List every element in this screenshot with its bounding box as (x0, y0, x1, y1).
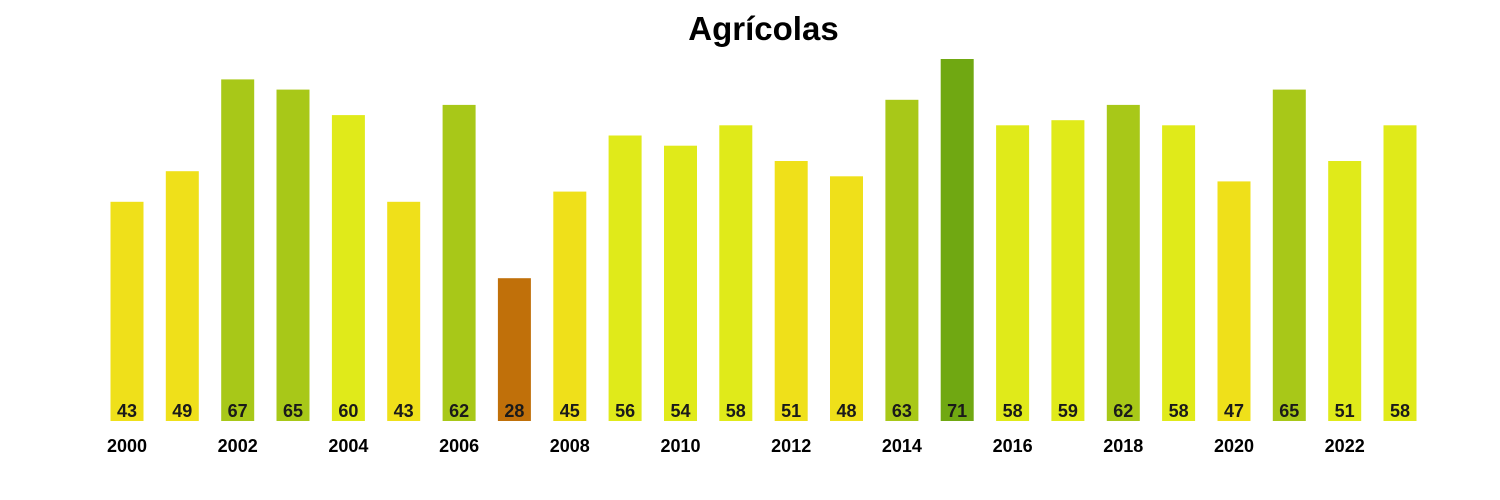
data-label-2014: 63 (892, 401, 912, 421)
data-label-2005: 43 (394, 401, 414, 421)
data-label-2002: 67 (228, 401, 248, 421)
data-label-2022: 51 (1335, 401, 1355, 421)
data-label-2011: 58 (726, 401, 746, 421)
data-label-2006: 62 (449, 401, 469, 421)
bar-2001 (165, 171, 199, 421)
data-label-2003: 65 (283, 401, 303, 421)
bar-2015 (940, 59, 974, 421)
bar-2010 (664, 145, 697, 421)
x-tick-label-2002: 2002 (218, 436, 258, 456)
bar-2023 (1383, 125, 1417, 422)
data-label-2012: 51 (781, 401, 801, 421)
bar-2005 (387, 201, 421, 421)
data-label-2015: 71 (947, 401, 967, 421)
data-label-2008: 45 (560, 401, 580, 421)
data-label-2017: 59 (1058, 401, 1078, 421)
bar-2009 (608, 135, 642, 421)
bar-2000 (110, 201, 144, 421)
bar-2004 (331, 115, 365, 421)
bar-2018 (1106, 104, 1140, 422)
x-tick-label-2008: 2008 (550, 436, 590, 456)
bar-2017 (1051, 120, 1085, 421)
bar-2011 (719, 125, 753, 422)
data-label-2023: 58 (1390, 401, 1410, 421)
bar-2020 (1217, 181, 1251, 421)
x-tick-label-2012: 2012 (771, 436, 811, 456)
bar-2019 (1162, 125, 1196, 422)
data-label-2016: 58 (1003, 401, 1023, 421)
bar-2012 (774, 161, 808, 421)
bar-2003 (276, 89, 310, 421)
x-tick-label-2010: 2010 (660, 436, 700, 456)
bar-2002 (221, 79, 255, 422)
bar-2008 (553, 191, 587, 421)
x-tick-label-2006: 2006 (439, 436, 479, 456)
data-label-2018: 62 (1113, 401, 1133, 421)
bar-2016 (996, 125, 1030, 422)
data-label-2007: 28 (504, 401, 524, 421)
data-label-2021: 65 (1279, 401, 1299, 421)
x-tick-label-2000: 2000 (107, 436, 147, 456)
x-tick-label-2014: 2014 (882, 436, 922, 456)
data-label-2004: 60 (338, 401, 358, 421)
chart-title: Agrícolas (688, 10, 839, 47)
x-tick-label-2020: 2020 (1214, 436, 1254, 456)
x-tick-label-2004: 2004 (328, 436, 368, 456)
data-label-2001: 49 (172, 401, 192, 421)
data-label-2020: 47 (1224, 401, 1244, 421)
bar-2013 (830, 176, 863, 421)
data-label-2013: 48 (836, 401, 856, 421)
data-label-2010: 54 (670, 401, 690, 421)
x-tick-label-2022: 2022 (1325, 436, 1365, 456)
bar-2006 (442, 104, 476, 422)
x-tick-label-2016: 2016 (993, 436, 1033, 456)
bar-2021 (1272, 89, 1306, 421)
bar-2022 (1328, 161, 1362, 421)
data-label-2019: 58 (1169, 401, 1189, 421)
bar-2014 (885, 99, 919, 422)
x-tick-label-2018: 2018 (1103, 436, 1143, 456)
data-label-2000: 43 (117, 401, 137, 421)
data-label-2009: 56 (615, 401, 635, 421)
bar-2007 (497, 278, 531, 421)
